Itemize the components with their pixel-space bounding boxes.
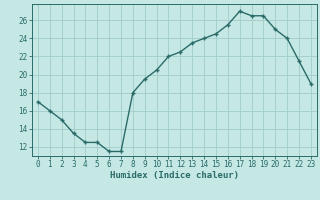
X-axis label: Humidex (Indice chaleur): Humidex (Indice chaleur) — [110, 171, 239, 180]
